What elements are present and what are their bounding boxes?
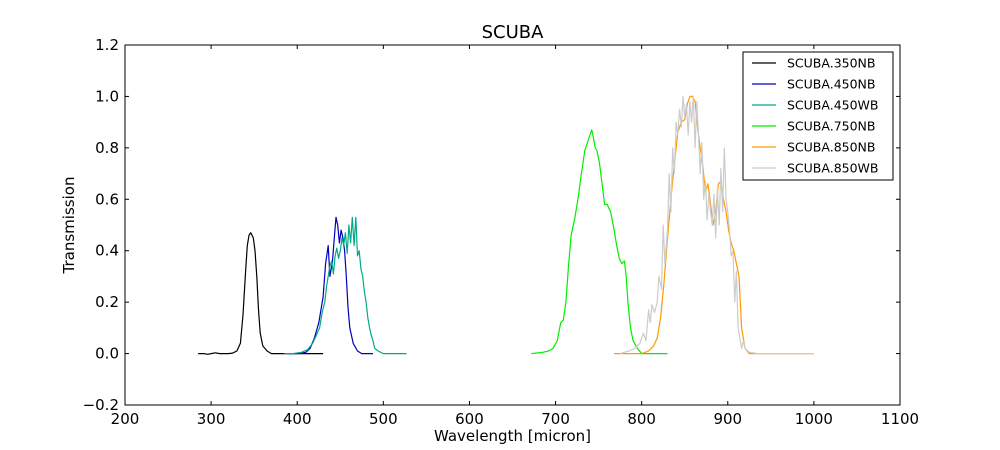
x-tick-label: 800 (627, 410, 656, 428)
chart-title: SCUBA (482, 22, 545, 43)
x-tick-label: 900 (713, 410, 742, 428)
x-tick-label: 1100 (881, 410, 919, 428)
x-axis-title: Wavelength [micron] (434, 427, 591, 445)
y-tick-label: 1.0 (95, 87, 119, 105)
y-tick-label: 0.8 (95, 139, 119, 157)
axes-frame (124, 44, 901, 406)
series-line-scuba-450wb (284, 216, 407, 355)
series-line-scuba-850wb (619, 95, 814, 355)
y-tick-label: 0.0 (95, 345, 119, 363)
legend-label: SCUBA.450WB (787, 98, 879, 113)
legend-label: SCUBA.750NB (787, 119, 875, 134)
x-tick-label: 500 (369, 410, 398, 428)
legend: SCUBA.350NB SCUBA.450NB SCUBA.450WB SCUBA.7… (742, 51, 894, 181)
y-tick-label: 0.4 (95, 242, 119, 260)
series-line-scuba-850nb (614, 95, 814, 355)
legend-label: SCUBA.850WB (787, 161, 879, 176)
legend-box (742, 51, 894, 181)
x-tick-label: 400 (283, 410, 312, 428)
y-tick-label: −0.2 (83, 396, 119, 414)
y-tick-label: 0.2 (95, 293, 119, 311)
x-tick-label: 200 (111, 410, 140, 428)
y-axis-title: Transmission (60, 177, 78, 275)
series-line-scuba-350nb (198, 232, 324, 355)
y-tick-label: 1.2 (95, 36, 119, 54)
legend-label: SCUBA.350NB (787, 56, 875, 71)
x-tick-label: 700 (541, 410, 570, 428)
legend-label: SCUBA.450NB (787, 77, 875, 92)
plot-area: 200 300 400 500 600 700 800 900 1000 1100 −0.2 0.0 0… (83, 36, 920, 428)
series-line-scuba-750nb (531, 129, 668, 355)
x-tick-label: 600 (455, 410, 484, 428)
series-line-scuba-450nb (286, 216, 373, 355)
x-tick-label: 1000 (795, 410, 833, 428)
legend-label: SCUBA.850NB (787, 140, 875, 155)
x-tick-label: 300 (197, 410, 226, 428)
y-tick-label: 0.6 (95, 190, 119, 208)
